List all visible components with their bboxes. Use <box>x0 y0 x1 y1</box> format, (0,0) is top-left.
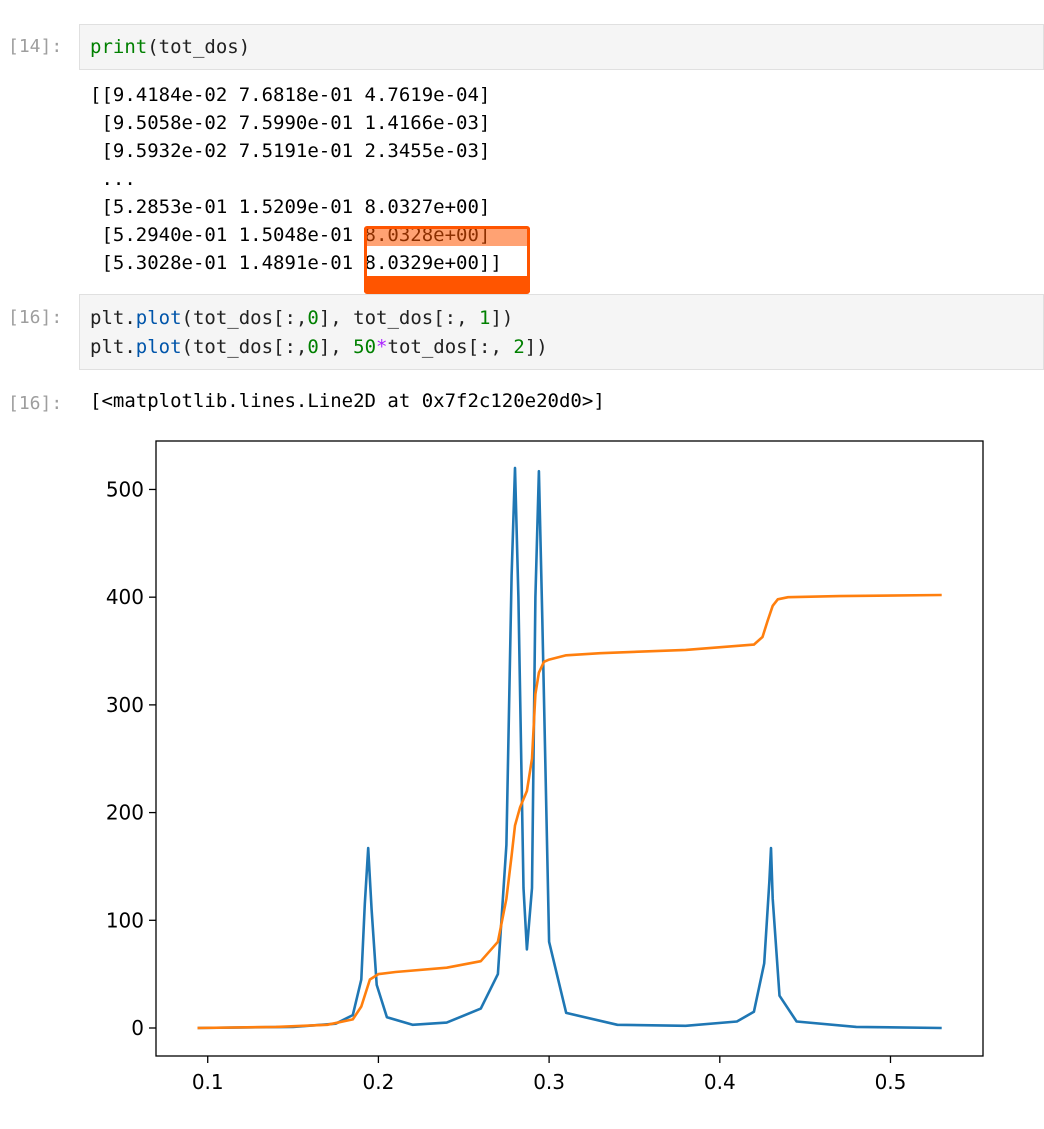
axes-frame <box>155 440 984 1057</box>
code-token: plt. <box>90 336 136 358</box>
input-prompt-14: [14]: <box>8 36 63 57</box>
code-number: 2 <box>513 336 525 358</box>
code-token: ]) <box>524 336 548 358</box>
output-line: [9.5932e-02 7.5191e-01 2.3455e-03] <box>90 140 491 162</box>
code-token: ], <box>318 336 354 358</box>
code-number: 1 <box>478 307 491 329</box>
output-repr: [<matplotlib.lines.Line2D at 0x7f2c120e2… <box>90 390 605 412</box>
output-line: [5.2853e-01 1.5209e-01 8.0327e+00] <box>90 196 491 218</box>
code-number: 0 <box>307 336 319 358</box>
y-tick-label: 200 <box>106 801 144 825</box>
highlight-annotation-fill <box>364 228 530 246</box>
output-line: [5.3028e-01 1.4891e-01 8.0329e+00]] <box>90 252 502 274</box>
code-line-2: plt.plot(tot_dos[:,0], 50*tot_dos[:, 2]) <box>90 336 548 358</box>
x-tick-label: 0.2 <box>363 1070 395 1094</box>
input-prompt-16: [16]: <box>8 307 63 328</box>
code-operator: * <box>376 336 388 358</box>
code-token: (tot_dos[:, <box>181 336 308 358</box>
series-line-1 <box>197 593 942 1030</box>
code-token: (tot_dos[:, <box>181 307 308 329</box>
print-keyword: print <box>90 36 148 58</box>
code-cell-16[interactable]: plt.plot(tot_dos[:,0], tot_dos[:, 1]) pl… <box>79 294 1044 370</box>
x-tick-label: 0.3 <box>533 1070 565 1094</box>
code-arg: tot_dos <box>158 36 239 58</box>
code-token: ]) <box>490 307 514 329</box>
code-token: plt. <box>90 307 136 329</box>
y-tick-label: 400 <box>106 585 144 609</box>
code-number: 0 <box>307 307 319 329</box>
code-paren-open: ( <box>147 36 159 58</box>
output-prompt-16: [16]: <box>8 393 63 414</box>
highlight-annotation <box>364 226 530 294</box>
code-number: 50 <box>353 336 377 358</box>
output-line: [9.5058e-02 7.5990e-01 1.4166e-03] <box>90 112 491 134</box>
x-tick-label: 0.5 <box>875 1070 907 1094</box>
output-line: ... <box>90 168 136 190</box>
y-tick-label: 0 <box>131 1016 144 1040</box>
y-tick-label: 100 <box>106 908 144 932</box>
code-line: print(tot_dos) <box>90 36 250 58</box>
code-token: plot <box>135 336 182 358</box>
y-tick-label: 500 <box>106 477 144 501</box>
highlight-annotation-bottom <box>364 276 530 292</box>
code-token: tot_dos[:, <box>387 336 514 358</box>
series-line-0 <box>197 466 942 1030</box>
code-token: ], tot_dos[:, <box>318 307 479 329</box>
code-paren-close: ) <box>238 36 251 58</box>
code-token: plot <box>135 307 182 329</box>
output-line: [[9.4184e-02 7.6818e-01 4.7619e-04] <box>90 84 491 106</box>
x-tick-label: 0.4 <box>704 1070 736 1094</box>
code-cell-14[interactable]: print(tot_dos) <box>79 24 1044 70</box>
y-tick-label: 300 <box>106 693 144 717</box>
x-tick-label: 0.1 <box>192 1070 224 1094</box>
code-line-1: plt.plot(tot_dos[:,0], tot_dos[:, 1]) <box>90 307 513 329</box>
